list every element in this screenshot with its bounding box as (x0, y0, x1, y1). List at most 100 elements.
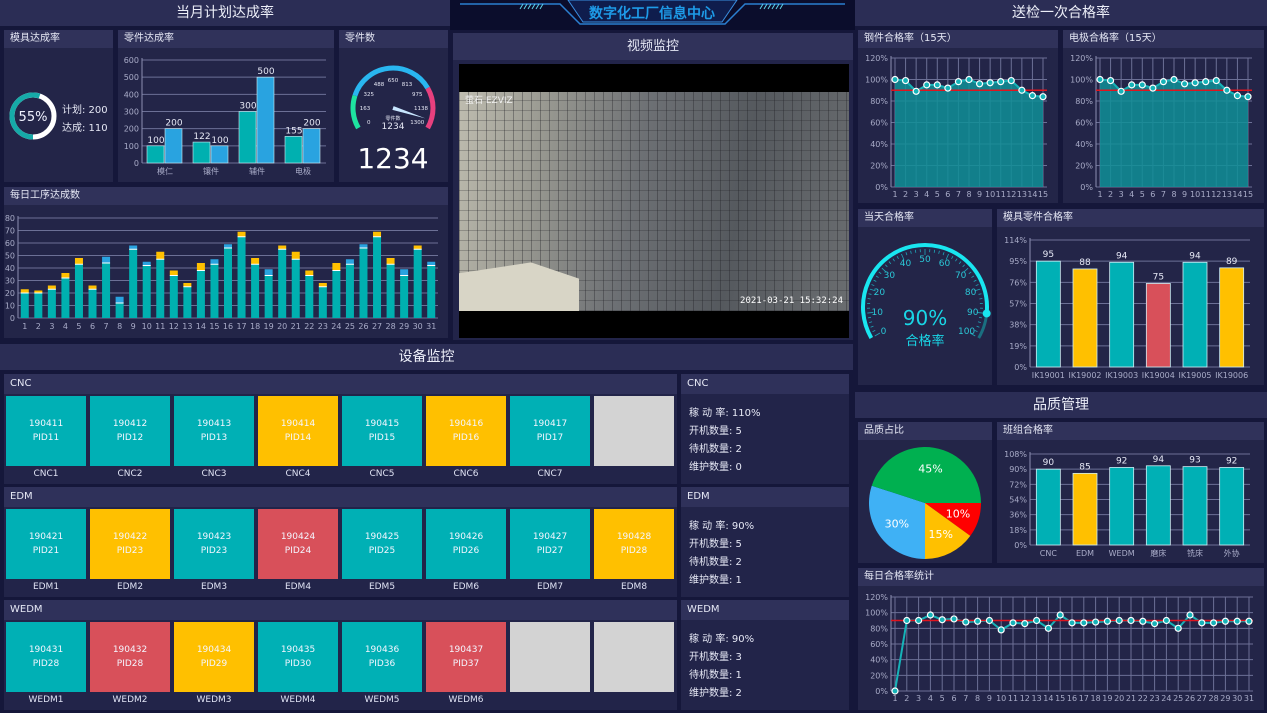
machine-label: CNC2 (117, 469, 143, 479)
machine-pid: PID27 (536, 546, 564, 556)
machine-tile[interactable]: 190421 PID21 (6, 509, 86, 579)
machine-tile[interactable]: 190432 PID28 (90, 622, 170, 692)
x-tick-label: 19 (264, 322, 274, 331)
data-point (1138, 81, 1146, 89)
gauge-tick (896, 255, 899, 259)
machine-pid: PID11 (32, 433, 60, 443)
video-player[interactable]: 萤石 EZVIZ 2021-03-21 15:32:24 (459, 64, 849, 338)
machine-pid: PID17 (536, 433, 564, 443)
y-tick-label: 0% (1080, 183, 1093, 192)
y-tick-label: 60% (1075, 119, 1093, 128)
machine-id: 190417 (532, 419, 568, 429)
machine-tile-empty[interactable] (510, 622, 590, 692)
machine-tile[interactable]: 190417 PID17 (510, 396, 590, 466)
machine-tile[interactable]: 190411 PID11 (6, 396, 86, 466)
machine-tile[interactable]: 190412 PID12 (90, 396, 170, 466)
machine-id: 190411 (28, 419, 64, 429)
stacked-bar-segment (345, 264, 354, 318)
machine-tile[interactable]: 190426 PID26 (426, 509, 506, 579)
stacked-bar-segment (169, 275, 178, 318)
machine-tile[interactable]: 190424 PID24 (258, 509, 338, 579)
gauge-tick-label: 50 (919, 255, 931, 265)
data-point (1223, 86, 1231, 94)
bar (1145, 283, 1171, 368)
machine-tile[interactable]: 190431 PID28 (6, 622, 86, 692)
y-tick-label: 80% (1075, 97, 1093, 106)
machine-id: 190426 (448, 532, 484, 542)
data-point (1044, 624, 1052, 632)
y-tick-label: 38% (1009, 321, 1027, 330)
machine-tile[interactable]: 190425 PID25 (342, 509, 422, 579)
machine-tile[interactable]: 190422 PID23 (90, 509, 170, 579)
machine-label: CNC7 (537, 469, 563, 479)
data-point (1021, 620, 1029, 628)
machine-tile[interactable]: 190437 PID37 (426, 622, 506, 692)
machine-tile[interactable]: 190436 PID36 (342, 622, 422, 692)
machine-tile[interactable]: 190415 PID15 (342, 396, 422, 466)
machine-tile[interactable]: 190434 PID29 (174, 622, 254, 692)
stacked-bar-segment (210, 264, 219, 318)
y-tick-label: 20% (870, 671, 888, 680)
gauge-tick-label: 650 (388, 78, 399, 84)
x-tick-label: 4 (63, 322, 68, 331)
x-tick-label: 27 (372, 322, 382, 331)
machine-tile[interactable]: 190435 PID30 (258, 622, 338, 692)
y-tick-label: 100 (124, 142, 139, 151)
y-tick-label: 57% (1009, 300, 1027, 309)
stacked-bar-segment (156, 259, 165, 318)
stacked-bar-segment (332, 263, 341, 271)
gauge-tick (867, 316, 872, 319)
x-tick-label: 9 (1182, 190, 1187, 199)
x-tick-label: 15 (1038, 190, 1048, 199)
data-point (1202, 78, 1210, 86)
data-point (1149, 84, 1157, 92)
machine-tile[interactable]: 190423 PID23 (174, 509, 254, 579)
gauge-tick (867, 312, 874, 314)
gauge-tick (951, 255, 954, 259)
machine-tile[interactable]: 190416 PID16 (426, 396, 506, 466)
machine-tile[interactable]: 190428 PID28 (594, 509, 674, 579)
device-stats-title: WEDM (681, 600, 849, 620)
stacked-bar-segment (34, 290, 43, 293)
pie-slice (871, 446, 981, 503)
bar-value-label: 92 (1226, 456, 1237, 466)
video-title: 视频监控 (453, 33, 853, 60)
data-point (1033, 616, 1041, 625)
stacked-bar-segment (332, 270, 341, 318)
data-point (1244, 93, 1252, 101)
data-point (1170, 75, 1178, 84)
y-tick-label: 20% (870, 162, 888, 171)
device-section-title: 设备监控 (0, 344, 853, 370)
x-tick-label: 5 (76, 322, 81, 331)
machine-tile-empty[interactable] (594, 622, 674, 692)
steel-rate-title: 钢件合格率（15天） (858, 30, 1058, 48)
machine-tile[interactable]: 190413 PID13 (174, 396, 254, 466)
video-frame: 萤石 EZVIZ 2021-03-21 15:32:24 (459, 92, 849, 311)
x-tick-label: 23 (1150, 694, 1160, 703)
title-banner: 数字化工厂信息中心 (450, 0, 855, 30)
x-tick-label: 22 (1138, 694, 1148, 703)
machine-tile-empty[interactable] (594, 396, 674, 466)
plan-section-title: 当月计划达成率 (0, 0, 450, 26)
gauge-tick (969, 332, 976, 337)
y-tick-label: 100% (865, 609, 888, 618)
machine-label: WEDM1 (28, 695, 64, 705)
mold-rate-donut: 55% (9, 92, 57, 140)
stacked-bar-segment (34, 293, 43, 318)
gauge-tick (942, 252, 945, 256)
x-tick-label: 6 (951, 694, 956, 703)
stacked-bar-segment (413, 249, 422, 318)
x-tick-label: 11 (155, 322, 165, 331)
pie-slice (869, 485, 925, 559)
stacked-bar-segment (386, 264, 395, 318)
x-tick-label: 9 (131, 322, 136, 331)
bar-value-label: 94 (1153, 455, 1165, 465)
device-stat: 待机数量: 2 (689, 444, 742, 455)
stacked-bar-segment (115, 303, 124, 318)
machine-tile[interactable]: 190427 PID27 (510, 509, 590, 579)
machine-tile[interactable]: 190414 PID14 (258, 396, 338, 466)
bar (238, 111, 257, 164)
x-tick-label: 12 (169, 322, 179, 331)
x-tick-label: 10 (1190, 190, 1200, 199)
x-tick-label: 25 (1173, 694, 1183, 703)
